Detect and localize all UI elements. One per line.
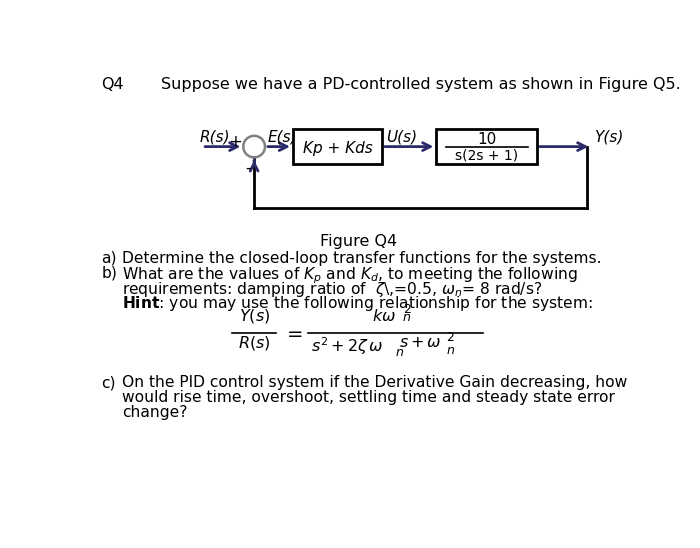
Text: a): a) [102, 250, 117, 266]
Bar [293, 129, 382, 164]
Text: $n$: $n$ [395, 346, 405, 359]
Text: Determine the closed-loop transfer functions for the systems.: Determine the closed-loop transfer funct… [122, 250, 602, 266]
Text: E(s): E(s) [267, 129, 297, 144]
Text: U(s): U(s) [386, 129, 417, 144]
Text: On the PID control system if the Derivative Gain decreasing, how: On the PID control system if the Derivat… [122, 375, 628, 390]
Text: Kp + Kds: Kp + Kds [302, 141, 372, 156]
Text: $n$: $n$ [447, 345, 456, 357]
Text: b): b) [102, 265, 118, 280]
Text: Y(s): Y(s) [594, 129, 624, 144]
Text: Suppose we have a PD-controlled system as shown in Figure Q5.: Suppose we have a PD-controlled system a… [161, 77, 681, 92]
Text: $n$: $n$ [402, 311, 411, 324]
Text: would rise time, overshoot, settling time and steady state error: would rise time, overshoot, settling tim… [122, 390, 615, 405]
Text: $s^2 + 2\zeta\,\omega$: $s^2 + 2\zeta\,\omega$ [311, 335, 383, 357]
Text: $k\omega$: $k\omega$ [372, 308, 396, 324]
Text: $2$: $2$ [447, 332, 455, 344]
Text: c): c) [102, 375, 116, 390]
Text: Q4: Q4 [102, 77, 124, 92]
Text: change?: change? [122, 404, 188, 420]
Bar [436, 129, 537, 164]
Text: R(s): R(s) [200, 129, 230, 144]
Text: requirements: damping ratio of  $\zeta$\,=0.5, $\omega_n$= 8 rad/s?: requirements: damping ratio of $\zeta$\,… [122, 280, 542, 299]
Text: 10: 10 [477, 132, 496, 147]
Text: -: - [245, 159, 251, 177]
Text: $s + \omega$: $s + \omega$ [399, 335, 442, 350]
Text: Figure Q4: Figure Q4 [320, 233, 398, 249]
Text: +: + [228, 133, 242, 151]
Text: $\bf{Hint}$: you may use the following relationship for the system:: $\bf{Hint}$: you may use the following r… [122, 294, 593, 313]
Text: $Y(s)$: $Y(s)$ [239, 307, 270, 326]
Text: $R(s)$: $R(s)$ [238, 334, 270, 352]
Text: $2$: $2$ [403, 303, 412, 316]
Text: $=$: $=$ [283, 323, 303, 342]
Text: What are the values of $K_p$ and $K_d$, to meeting the following: What are the values of $K_p$ and $K_d$, … [122, 265, 578, 286]
Text: s(2s + 1): s(2s + 1) [455, 149, 518, 163]
